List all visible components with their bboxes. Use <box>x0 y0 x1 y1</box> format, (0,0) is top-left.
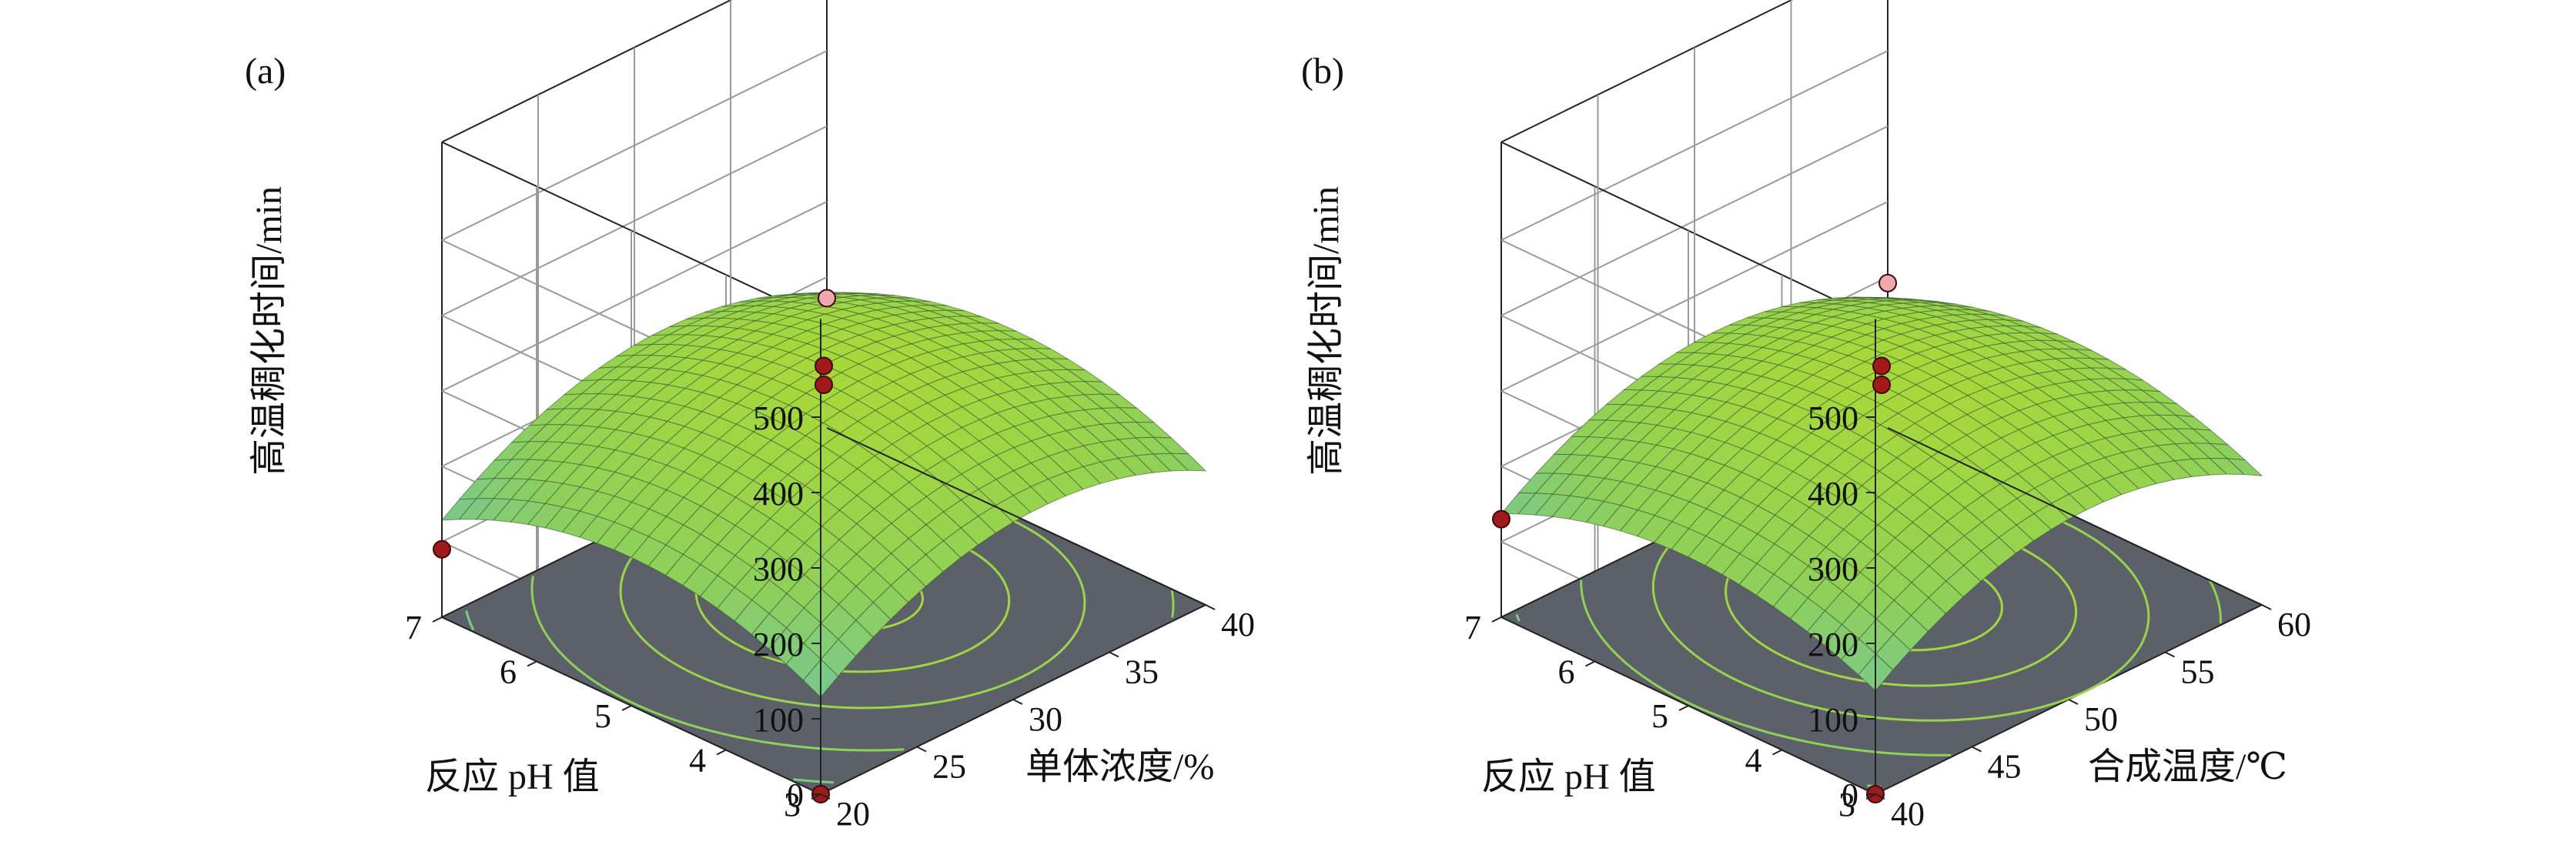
surface-cell <box>1169 453 1207 472</box>
x-tick-label: 25 <box>932 748 966 786</box>
design-point <box>815 376 833 394</box>
design-points <box>433 289 836 803</box>
y-tick-label: 3 <box>784 786 801 823</box>
x-tick-label: 30 <box>1029 700 1062 738</box>
design-point <box>815 356 833 376</box>
design-points <box>1492 273 1897 803</box>
y-tick-label: 3 <box>1838 786 1855 823</box>
y-tick-label: 6 <box>500 653 517 691</box>
design-point <box>1492 509 1510 529</box>
x-axis-label: 合成温度/℃ <box>2088 746 2287 787</box>
y-axis-label: 反应 pH 值 <box>425 756 600 797</box>
z-tick-label: 200 <box>1808 626 1858 663</box>
y-tick-label: 6 <box>1558 653 1575 691</box>
x-tick-label: 60 <box>2277 606 2311 643</box>
panel-b: (b) 0100200300400500345674045505560高温稠化时… <box>1301 0 2311 833</box>
x-tick-label: 45 <box>1988 748 2022 786</box>
design-point <box>1872 376 1891 394</box>
response-surface <box>1500 296 2263 692</box>
axis-ticks: 0 100 200 300 400 500 3 4 5 6 7 20 25 30 35 40 <box>405 399 1255 833</box>
z-axis-label: 高温稠化时间/min <box>249 186 289 476</box>
y-tick-label: 7 <box>1464 609 1481 646</box>
panel-label-a: (a) <box>245 51 286 92</box>
z-axis-label: 高温稠化时间/min <box>1306 186 1347 476</box>
x-tick-label: 50 <box>2084 700 2118 738</box>
z-tick-label: 300 <box>753 550 804 588</box>
z-tick-label: 100 <box>753 701 804 739</box>
z-tick-label: 200 <box>753 626 804 663</box>
x-tick-label: 35 <box>1125 653 1159 691</box>
y-tick-label: 4 <box>1745 742 1762 780</box>
x-tick-label: 55 <box>2181 653 2215 691</box>
x-tick-label: 40 <box>1891 795 1925 833</box>
panel-label-b: (b) <box>1301 51 1344 92</box>
y-tick-label: 5 <box>1651 697 1668 735</box>
z-tick-label: 100 <box>1808 701 1858 739</box>
design-point <box>1878 273 1897 292</box>
y-tick-label: 7 <box>405 609 422 646</box>
surface-cell <box>2226 458 2263 476</box>
x-axis-label: 单体浓度/% <box>1025 746 1214 787</box>
design-point <box>818 289 836 308</box>
x-tick-label: 20 <box>836 795 870 833</box>
z-tick-label: 400 <box>1808 475 1858 513</box>
x-tick-label: 40 <box>1221 606 1255 643</box>
design-point <box>433 539 451 559</box>
z-tick-label: 0 <box>1842 777 1858 814</box>
y-tick-label: 5 <box>594 697 611 735</box>
design-point <box>1872 356 1891 376</box>
z-tick-label: 500 <box>1808 399 1858 437</box>
panel-a: (a) 0 100 200 300 400 500 3 4 5 6 7 20 25 30 35 40 高温稠化时… <box>245 0 1255 833</box>
contour-line <box>465 610 834 784</box>
z-tick-label: 300 <box>1808 550 1858 588</box>
z-tick-label: 400 <box>753 475 804 513</box>
y-axis-label: 反应 pH 值 <box>1481 756 1656 797</box>
z-tick-label: 500 <box>753 399 804 437</box>
y-tick-label: 4 <box>689 742 706 780</box>
z-tick-label: 0 <box>787 777 804 814</box>
